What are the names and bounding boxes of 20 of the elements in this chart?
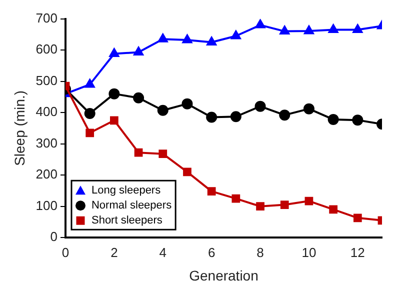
y-tick-label: 200 [36, 166, 58, 182]
x-tick-label: 0 [62, 244, 70, 260]
y-tick-label: 700 [36, 10, 58, 26]
x-axis-title: Generation [189, 267, 258, 284]
legend-label: Long sleepers [91, 184, 162, 197]
x-tick-label: 12 [350, 244, 365, 260]
legend-label: Normal sleepers [91, 200, 172, 212]
x-tick-label: 6 [208, 244, 216, 260]
x-tick-label: 4 [159, 244, 166, 260]
x-tick-label: 8 [256, 244, 264, 260]
x-tick-label: 2 [110, 244, 118, 260]
y-tick-label: 500 [36, 72, 58, 88]
legend-label: Short sleepers [91, 214, 163, 227]
y-tick-label: 0 [50, 229, 58, 244]
y-tick-label: 300 [36, 135, 58, 150]
y-tick-label: 400 [36, 104, 58, 120]
y-axis-title: Sleep (min.) [11, 90, 28, 166]
x-tick-label: 10 [302, 244, 316, 260]
y-tick-label: 100 [36, 198, 58, 213]
y-tick-label: 600 [36, 42, 58, 57]
